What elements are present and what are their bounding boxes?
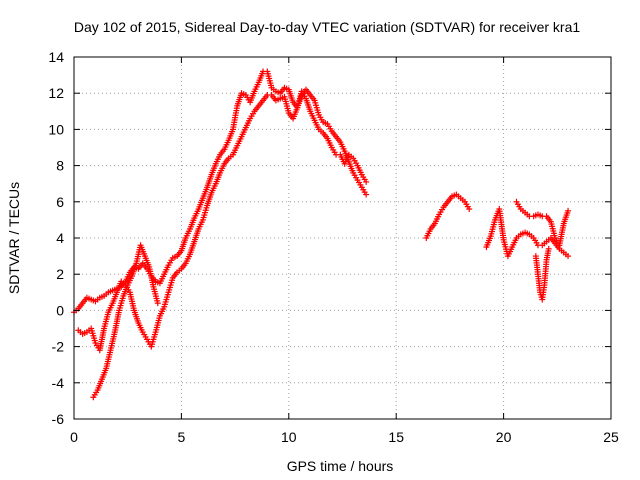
y-tick-label: -4 [52,375,65,391]
x-tick-label: 0 [70,429,78,445]
data-point [363,178,370,185]
x-tick-labels: 0 5 10 15 20 25 [70,429,619,445]
x-tick-label: 10 [281,429,297,445]
data-point [545,245,552,252]
y-axis-label: SDTVAR / TECUs [6,182,22,294]
y-tick-label: -2 [52,339,65,355]
y-tick-label: 10 [48,121,64,137]
chart-title: Day 102 of 2015, Sidereal Day-to-day VTE… [74,19,580,35]
x-tick-label: 20 [496,429,512,445]
y-tick-label: 12 [48,85,64,101]
data-point [565,207,572,214]
y-tick-label: 6 [56,194,64,210]
grid-lines [74,57,611,419]
data-point [154,300,161,307]
data-point [565,253,572,260]
y-tick-label: -6 [52,411,65,427]
x-tick-label: 15 [388,429,404,445]
y-tick-label: 0 [56,302,64,318]
data-point [363,191,370,198]
x-tick-label: 5 [178,429,186,445]
axis-ticks [73,56,612,420]
data-point [466,206,473,213]
y-tick-label: 2 [56,266,64,282]
x-axis-label: GPS time / hours [287,458,394,474]
y-tick-label: 4 [56,230,64,246]
y-tick-label: 8 [56,158,64,174]
y-tick-label: 14 [48,49,64,65]
y-tick-labels: -6 -4 -2 0 2 4 6 8 10 12 14 [48,49,64,427]
data-markers [71,68,572,401]
x-tick-label: 25 [603,429,619,445]
